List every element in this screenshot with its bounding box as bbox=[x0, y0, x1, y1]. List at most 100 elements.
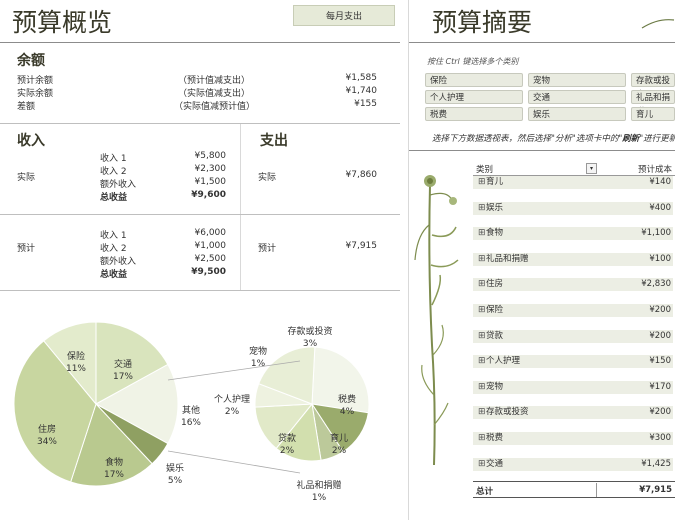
income-actual-label: 实际 bbox=[17, 173, 36, 183]
slicer-item[interactable]: 交通 bbox=[528, 90, 626, 104]
pivot-row[interactable]: ⊞礼品和捐赠 ¥100 bbox=[473, 252, 673, 266]
balance-formula: （实际值减支出） bbox=[178, 89, 251, 99]
slicer-item[interactable]: 育儿 bbox=[631, 107, 675, 121]
pie-slice bbox=[311, 346, 370, 414]
pivot-row[interactable]: ⊞宠物 ¥170 bbox=[473, 380, 673, 394]
pivot-row-value: ¥1,100 bbox=[641, 228, 671, 239]
panel-divider bbox=[408, 0, 409, 520]
expand-icon[interactable]: ⊞ bbox=[478, 330, 486, 341]
pivot-row-name: 保险 bbox=[486, 305, 504, 315]
pie-slice bbox=[70, 403, 153, 487]
pivot-row[interactable]: ⊞娱乐 ¥400 bbox=[473, 201, 673, 215]
balance-label: 预计余额 bbox=[17, 76, 54, 86]
income-item-name: 收入 1 bbox=[100, 231, 127, 241]
income-expense-divider bbox=[240, 124, 241, 290]
income-item-name: 额外收入 bbox=[100, 257, 137, 267]
divider bbox=[409, 150, 675, 151]
expand-icon[interactable]: ⊞ bbox=[478, 458, 486, 469]
pivot-row-value: ¥100 bbox=[649, 253, 671, 264]
pie-slice bbox=[258, 346, 316, 405]
slicer-item[interactable]: 存款或投资 bbox=[631, 73, 675, 100]
pivot-row[interactable]: ⊞税费 ¥300 bbox=[473, 432, 673, 445]
expense-projected-label: 预计 bbox=[258, 244, 277, 254]
slicer-hint: 按住 Ctrl 键选择多个类别 bbox=[427, 57, 519, 66]
expand-icon[interactable]: ⊞ bbox=[478, 407, 486, 418]
pivot-row-value: ¥400 bbox=[649, 202, 671, 213]
pivot-row[interactable]: ⊞贷款 ¥200 bbox=[473, 329, 673, 343]
expand-icon[interactable]: ⊞ bbox=[478, 356, 486, 367]
expand-icon[interactable]: ⊞ bbox=[478, 228, 486, 239]
pie-percent: 17% bbox=[104, 470, 124, 480]
pie-percent: 34% bbox=[37, 437, 57, 447]
expense-pie-chart: 交通 17% 其他 16% 娱乐 5% 食物 17% 住房 34% 保险 11% 税费 4% 育儿 2% 礼品和… bbox=[13, 321, 370, 503]
pivot-row[interactable]: ⊞保险 ¥200 bbox=[473, 304, 673, 317]
pie-labels: 交通 17% 其他 16% 娱乐 5% 食物 17% 住房 34% 保险 11% 税费 4% 育儿 2% 礼品和… bbox=[37, 325, 356, 503]
pivot-row[interactable]: ⊞育儿 ¥140 bbox=[473, 176, 673, 189]
slicer-item[interactable]: 保险 bbox=[425, 73, 523, 87]
slicer-item[interactable]: 宠物 bbox=[528, 73, 626, 87]
expand-icon[interactable]: ⊞ bbox=[478, 433, 486, 443]
pie-percent: 3% bbox=[303, 339, 318, 349]
slicer-item[interactable]: 个人护理 bbox=[425, 90, 523, 104]
pivot-row-name: 交通 bbox=[486, 458, 504, 469]
income-total-value: ¥9,500 bbox=[191, 267, 226, 277]
slicer-item[interactable]: 税费 bbox=[425, 107, 523, 121]
pie-label: 交通 bbox=[114, 358, 132, 370]
expand-icon[interactable]: ⊞ bbox=[478, 253, 486, 264]
slicer-item[interactable]: 礼品和捐赠 bbox=[631, 90, 675, 117]
pie-label: 娱乐 bbox=[166, 462, 184, 474]
pivot-row-label: ⊞礼品和捐赠 bbox=[478, 253, 529, 266]
pie-label: 存款或投资 bbox=[287, 325, 332, 337]
slicer-item[interactable]: 娱乐 bbox=[528, 107, 626, 121]
expense-actual-label: 实际 bbox=[258, 173, 277, 183]
refresh-keyword: 刷新 bbox=[622, 134, 640, 144]
income-total-label: 总收益 bbox=[100, 193, 128, 203]
income-item-value: ¥1,000 bbox=[194, 241, 227, 251]
expand-icon[interactable]: ⊞ bbox=[478, 381, 486, 392]
income-item-name: 额外收入 bbox=[100, 180, 137, 190]
expand-icon[interactable]: ⊞ bbox=[478, 177, 486, 187]
expand-icon[interactable]: ⊞ bbox=[478, 202, 486, 213]
pie-percent: 4% bbox=[340, 407, 355, 417]
instruction-text: "进行更新。 bbox=[639, 134, 675, 144]
balance-heading: 余额 bbox=[17, 53, 45, 69]
income-heading: 收入 bbox=[17, 133, 45, 149]
pivot-total-separator bbox=[596, 483, 597, 497]
balance-formula: （预计值减支出） bbox=[178, 76, 251, 86]
pivot-row[interactable]: ⊞住房 ¥2,830 bbox=[473, 278, 673, 292]
pie-label: 住房 bbox=[38, 423, 56, 435]
pivot-row-name: 娱乐 bbox=[486, 202, 504, 213]
balance-formula: （实际值减预计值） bbox=[174, 102, 256, 112]
filter-dropdown-icon[interactable]: ▾ bbox=[586, 163, 597, 174]
pivot-row[interactable]: ⊞个人护理 ¥150 bbox=[473, 355, 673, 369]
expand-icon[interactable]: ⊞ bbox=[478, 305, 486, 315]
pie-label: 育儿 bbox=[330, 432, 348, 444]
pivot-row-label: ⊞育儿 bbox=[478, 176, 503, 189]
pivot-header-line bbox=[473, 175, 675, 176]
pivot-row-label: ⊞宠物 bbox=[478, 381, 503, 394]
pie-percent: 17% bbox=[113, 372, 133, 382]
expand-icon[interactable]: ⊞ bbox=[478, 279, 486, 290]
pivot-row[interactable]: ⊞食物 ¥1,100 bbox=[473, 227, 673, 241]
pie-percent: 16% bbox=[181, 418, 201, 428]
pivot-row-label: ⊞保险 bbox=[478, 304, 503, 317]
pie-percent: 2% bbox=[332, 446, 347, 456]
title-divider bbox=[409, 42, 675, 43]
income-total-value: ¥9,600 bbox=[191, 190, 226, 200]
pivot-row-value: ¥170 bbox=[649, 381, 671, 392]
pivot-header-category: 类别 bbox=[476, 165, 494, 175]
balance-value: ¥1,740 bbox=[345, 86, 378, 96]
pie-percent: 5% bbox=[168, 476, 183, 486]
pivot-row[interactable]: ⊞交通 ¥1,425 bbox=[473, 457, 673, 471]
pivot-row-value: ¥200 bbox=[649, 330, 671, 341]
pivot-row[interactable]: ⊞存款或投资 ¥200 bbox=[473, 406, 673, 420]
pie-label: 食物 bbox=[105, 456, 123, 468]
pivot-total-value: ¥7,915 bbox=[639, 485, 672, 495]
monthly-expenses-button[interactable]: 每月支出 bbox=[293, 5, 395, 26]
pie-slice bbox=[95, 321, 169, 405]
main-pie bbox=[13, 321, 179, 487]
pivot-total-line bbox=[473, 481, 675, 482]
pivot-total-label: 总计 bbox=[476, 487, 494, 497]
pie-percent: 2% bbox=[225, 407, 240, 417]
pivot-row-label: ⊞贷款 bbox=[478, 330, 503, 343]
